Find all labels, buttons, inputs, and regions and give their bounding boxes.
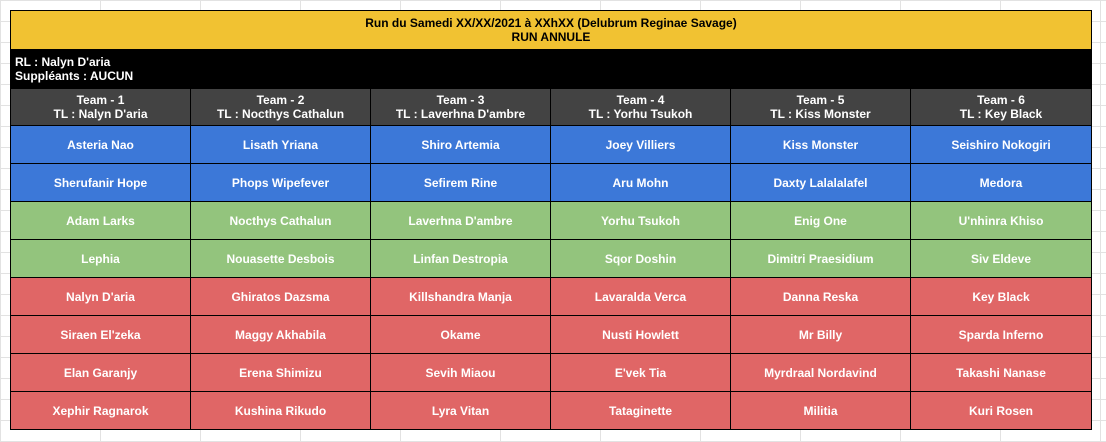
- player-cell[interactable]: Kiss Monster: [731, 126, 911, 163]
- table-row: Siraen El'zeka Maggy Akhabila Okame Nusti H…: [11, 316, 1091, 354]
- player-cell[interactable]: Nocthys Cathalun: [191, 202, 371, 239]
- player-cell[interactable]: Key Black: [911, 278, 1091, 315]
- player-cell[interactable]: Militia: [731, 392, 911, 429]
- player-cell[interactable]: Linfan Destropia: [371, 240, 551, 277]
- player-cell[interactable]: Sqor Doshin: [551, 240, 731, 277]
- player-cell[interactable]: Medora: [911, 164, 1091, 201]
- team-header-3[interactable]: Team - 3 TL : Laverhna D'ambre: [371, 89, 551, 125]
- player-cell[interactable]: Maggy Akhabila: [191, 316, 371, 353]
- player-cell[interactable]: Dimitri Praesidium: [731, 240, 911, 277]
- team-name: Team - 4: [616, 93, 665, 107]
- player-rows: Asteria Nao Lisath Yriana Shiro Artemia Joe…: [11, 126, 1091, 429]
- player-cell[interactable]: Sevih Miaou: [371, 354, 551, 391]
- player-cell[interactable]: Joey Villiers: [551, 126, 731, 163]
- table-row: Xephir Ragnarok Kushina Rikudo Lyra Vitan T…: [11, 392, 1091, 429]
- player-cell[interactable]: Tataginette: [551, 392, 731, 429]
- team-header-4[interactable]: Team - 4 TL : Yorhu Tsukoh: [551, 89, 731, 125]
- team-leader: TL : Nalyn D'aria: [53, 107, 148, 121]
- table-row: Asteria Nao Lisath Yriana Shiro Artemia Joe…: [11, 126, 1091, 164]
- player-cell[interactable]: Danna Reska: [731, 278, 911, 315]
- team-header-5[interactable]: Team - 5 TL : Kiss Monster: [731, 89, 911, 125]
- player-cell[interactable]: Adam Larks: [11, 202, 191, 239]
- team-leader: TL : Laverhna D'ambre: [395, 107, 526, 121]
- player-cell[interactable]: Lisath Yriana: [191, 126, 371, 163]
- player-cell[interactable]: Okame: [371, 316, 551, 353]
- player-cell[interactable]: Elan Garanjy: [11, 354, 191, 391]
- player-cell[interactable]: Nouasette Desbois: [191, 240, 371, 277]
- team-header-2[interactable]: Team - 2 TL : Nocthys Cathalun: [191, 89, 371, 125]
- team-name: Team - 6: [977, 93, 1025, 107]
- table-row: Elan Garanjy Erena Shimizu Sevih Miaou E've…: [11, 354, 1091, 392]
- substitutes: Suppléants : AUCUN: [15, 69, 134, 83]
- player-cell[interactable]: Sherufanir Hope: [11, 164, 191, 201]
- run-status: RUN ANNULE: [511, 30, 591, 44]
- player-cell[interactable]: U'nhinra Khiso: [911, 202, 1091, 239]
- team-leader: TL : Kiss Monster: [770, 107, 871, 121]
- team-leader: TL : Key Black: [959, 107, 1043, 121]
- table-row: Lephia Nouasette Desbois Linfan Destropia S…: [11, 240, 1091, 278]
- raid-leader: RL : Nalyn D'aria: [15, 55, 111, 69]
- player-cell[interactable]: Sefirem Rine: [371, 164, 551, 201]
- player-cell[interactable]: Lavaralda Verca: [551, 278, 731, 315]
- team-leader: TL : Yorhu Tsukoh: [588, 107, 693, 121]
- player-cell[interactable]: Killshandra Manja: [371, 278, 551, 315]
- player-cell[interactable]: Nusti Howlett: [551, 316, 731, 353]
- player-cell[interactable]: Phops Wipefever: [191, 164, 371, 201]
- team-name: Team - 5: [796, 93, 845, 107]
- team-name: Team - 3: [436, 93, 485, 107]
- player-cell[interactable]: Daxty Lalalalafel: [731, 164, 911, 201]
- title-cell[interactable]: Run du Samedi XX/XX/2021 à XXhXX (Delubr…: [11, 11, 1091, 50]
- player-cell[interactable]: Enig One: [731, 202, 911, 239]
- team-header-6[interactable]: Team - 6 TL : Key Black: [911, 89, 1091, 125]
- player-cell[interactable]: Xephir Ragnarok: [11, 392, 191, 429]
- table-row: Nalyn D'aria Ghiratos Dazsma Killshandra M…: [11, 278, 1091, 316]
- team-name: Team - 1: [76, 93, 125, 107]
- table-row: Sherufanir Hope Phops Wipefever Sefirem Ri…: [11, 164, 1091, 202]
- player-cell[interactable]: Siv Eldeve: [911, 240, 1091, 277]
- player-cell[interactable]: Seishiro Nokogiri: [911, 126, 1091, 163]
- player-cell[interactable]: Ghiratos Dazsma: [191, 278, 371, 315]
- player-cell[interactable]: Nalyn D'aria: [11, 278, 191, 315]
- player-cell[interactable]: Takashi Nanase: [911, 354, 1091, 391]
- player-cell[interactable]: Mr Billy: [731, 316, 911, 353]
- player-cell[interactable]: Erena Shimizu: [191, 354, 371, 391]
- team-name: Team - 2: [256, 93, 305, 107]
- table-row: Adam Larks Nocthys Cathalun Laverhna D'amb…: [11, 202, 1091, 240]
- team-header-1[interactable]: Team - 1 TL : Nalyn D'aria: [11, 89, 191, 125]
- player-cell[interactable]: Siraen El'zeka: [11, 316, 191, 353]
- player-cell[interactable]: Lyra Vitan: [371, 392, 551, 429]
- player-cell[interactable]: Sparda Inferno: [911, 316, 1091, 353]
- player-cell[interactable]: Yorhu Tsukoh: [551, 202, 731, 239]
- run-title: Run du Samedi XX/XX/2021 à XXhXX (Delubr…: [365, 16, 737, 30]
- player-cell[interactable]: Laverhna D'ambre: [371, 202, 551, 239]
- team-header-row: Team - 1 TL : Nalyn D'aria Team - 2 TL : N…: [11, 89, 1091, 126]
- player-cell[interactable]: Myrdraal Nordavind: [731, 354, 911, 391]
- roster-sheet: Run du Samedi XX/XX/2021 à XXhXX (Delubr…: [10, 10, 1092, 430]
- info-cell[interactable]: RL : Nalyn D'aria Suppléants : AUCUN: [11, 50, 1091, 89]
- player-cell[interactable]: Lephia: [11, 240, 191, 277]
- player-cell[interactable]: Asteria Nao: [11, 126, 191, 163]
- player-cell[interactable]: Kushina Rikudo: [191, 392, 371, 429]
- player-cell[interactable]: Aru Mohn: [551, 164, 731, 201]
- player-cell[interactable]: Kuri Rosen: [911, 392, 1091, 429]
- player-cell[interactable]: E'vek Tia: [551, 354, 731, 391]
- team-leader: TL : Nocthys Cathalun: [216, 107, 345, 121]
- player-cell[interactable]: Shiro Artemia: [371, 126, 551, 163]
